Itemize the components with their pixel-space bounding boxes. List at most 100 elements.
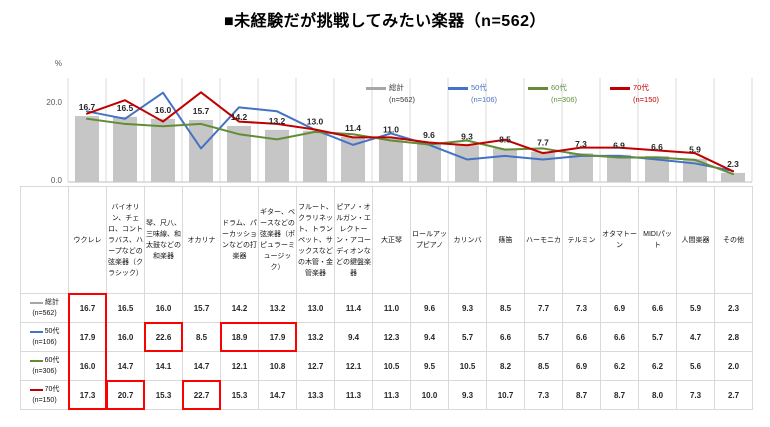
value-cell-total-12: 8.5 (487, 294, 525, 323)
value-cell-60s-8: 12.1 (335, 352, 373, 381)
legend-series-n: (n=150) (633, 95, 660, 104)
value-cell-70s-5: 15.3 (221, 381, 259, 410)
row-series-n: (n=562) (32, 310, 57, 317)
value-cell-60s-6: 10.8 (259, 352, 297, 381)
category-cell-3: 琴、尺八、三味線、和太鼓などの和楽器 (145, 187, 183, 294)
row-header-line: 50代 (29, 327, 60, 336)
bar-total (493, 148, 517, 182)
legend-text-total: 総計 (n=562) (389, 83, 415, 105)
value-cell-50s-18: 2.8 (715, 323, 753, 352)
value-cell-total-1: 16.7 (69, 294, 107, 323)
value-cell-60s-16: 6.2 (639, 352, 677, 381)
line-60s (86, 117, 734, 176)
value-cell-total-10: 9.6 (411, 294, 449, 323)
value-cell-70s-13: 7.3 (525, 381, 563, 410)
legend-text-50s: 50代 (n=106) (471, 83, 497, 105)
table-corner-cell (21, 187, 69, 294)
value-cell-50s-1: 17.9 (69, 323, 107, 352)
combo-chart: 16.7 16.5 16.0 15.7 14.2 13.2 13.0 11.4 11.0 9.6 9… (67, 78, 753, 183)
value-cell-60s-4: 14.7 (183, 352, 221, 381)
bar-value-label: 16.0 (155, 105, 172, 115)
value-cell-60s-13: 8.5 (525, 352, 563, 381)
value-cell-50s-10: 9.4 (411, 323, 449, 352)
value-cell-70s-8: 11.3 (335, 381, 373, 410)
value-cell-50s-11: 5.7 (449, 323, 487, 352)
value-cell-50s-15: 6.6 (601, 323, 639, 352)
value-cell-50s-8: 9.4 (335, 323, 373, 352)
value-cell-70s-6: 14.7 (259, 381, 297, 410)
bar-value-label: 7.7 (537, 138, 549, 148)
category-cell-15: オタマトーン (601, 187, 639, 294)
line-70s (86, 91, 734, 173)
value-cell-total-11: 9.3 (449, 294, 487, 323)
row-swatch-60s (29, 359, 43, 362)
value-cell-total-8: 11.4 (335, 294, 373, 323)
value-cell-60s-10: 9.5 (411, 352, 449, 381)
row-header-line: 総計 (30, 298, 59, 307)
legend-item-60s: 60代 (n=306) (528, 83, 577, 105)
category-cell-11: カリンバ (449, 187, 487, 294)
value-cell-70s-11: 9.3 (449, 381, 487, 410)
bar-total (531, 151, 555, 182)
category-cell-13: ハーモニカ (525, 187, 563, 294)
bar-value-label: 13.0 (307, 117, 324, 127)
bar-value-label: 8.5 (499, 134, 511, 144)
value-cell-total-3: 16.0 (145, 294, 183, 323)
bar-total (189, 119, 213, 182)
bar-total (341, 136, 365, 182)
bar-value-label: 9.3 (461, 131, 473, 141)
legend-item-total: 総計 (n=562) (366, 83, 415, 105)
y-axis-unit-label: % (54, 59, 62, 68)
legend-swatch-60s (528, 87, 548, 90)
bar-value-label: 16.7 (79, 102, 96, 112)
row-series-name: 50代 (44, 328, 60, 335)
category-cell-9: 大正琴 (373, 187, 411, 294)
category-cell-17: 人間楽器 (677, 187, 715, 294)
row-series-name: 70代 (44, 386, 60, 393)
bar-value-label: 5.9 (689, 145, 701, 155)
value-cell-total-15: 6.9 (601, 294, 639, 323)
row-series-n: (n=306) (32, 368, 57, 375)
row-header-70s: 70代 (n=150) (21, 381, 69, 410)
bar-total (151, 118, 175, 182)
row-header-total: 総計 (n=562) (21, 294, 69, 323)
category-cell-1: ウクレレ (69, 187, 107, 294)
legend-text-70s: 70代 (n=150) (633, 83, 659, 105)
value-cell-total-4: 15.7 (183, 294, 221, 323)
row-series-n: (n=150) (32, 397, 57, 404)
bar-value-label: 6.9 (613, 141, 625, 151)
value-cell-70s-17: 7.3 (677, 381, 715, 410)
value-cell-70s-12: 10.7 (487, 381, 525, 410)
bar-total (607, 154, 631, 182)
value-cell-50s-17: 4.7 (677, 323, 715, 352)
value-cell-70s-7: 13.3 (297, 381, 335, 410)
bar-total (113, 116, 137, 182)
legend-series-n: (n=562) (389, 95, 416, 104)
legend-series-name: 50代 (471, 83, 487, 92)
category-cell-8: ピアノ・オルガン・エレクトーン・アコーディオンなどの鍵盤楽器 (335, 187, 373, 294)
bar-value-label: 9.6 (423, 130, 435, 140)
value-cell-50s-6: 17.9 (259, 323, 297, 352)
bar-value-label: 7.3 (575, 139, 587, 149)
value-cell-60s-3: 14.1 (145, 352, 183, 381)
value-cell-60s-14: 6.9 (563, 352, 601, 381)
bar-value-label: 16.5 (117, 103, 134, 113)
category-cell-2: バイオリン、チェロ、コントラバス、ハープなどの弦楽器（クラシック） (107, 187, 145, 294)
value-cell-60s-2: 14.7 (107, 352, 145, 381)
bar-value-label: 6.6 (651, 142, 663, 152)
category-cell-10: ロールアップピアノ (411, 187, 449, 294)
bar-value-label: 11.4 (345, 123, 361, 133)
row-header-line: 60代 (29, 356, 59, 365)
legend-text-60s: 60代 (n=306) (551, 83, 577, 105)
value-cell-50s-12: 6.6 (487, 323, 525, 352)
value-cell-total-9: 11.0 (373, 294, 411, 323)
category-cell-7: フルート、クラリネット、トランペット、サックスなどの木管・金管楽器 (297, 187, 335, 294)
bar-value-label: 15.7 (193, 106, 210, 116)
row-header-50s: 50代 (n=106) (21, 323, 69, 352)
legend-series-name: 60代 (551, 83, 567, 92)
value-cell-60s-12: 8.2 (487, 352, 525, 381)
legend-series-name: 総計 (389, 83, 404, 92)
value-cell-50s-2: 16.0 (107, 323, 145, 352)
row-header-line: 70代 (29, 385, 60, 394)
